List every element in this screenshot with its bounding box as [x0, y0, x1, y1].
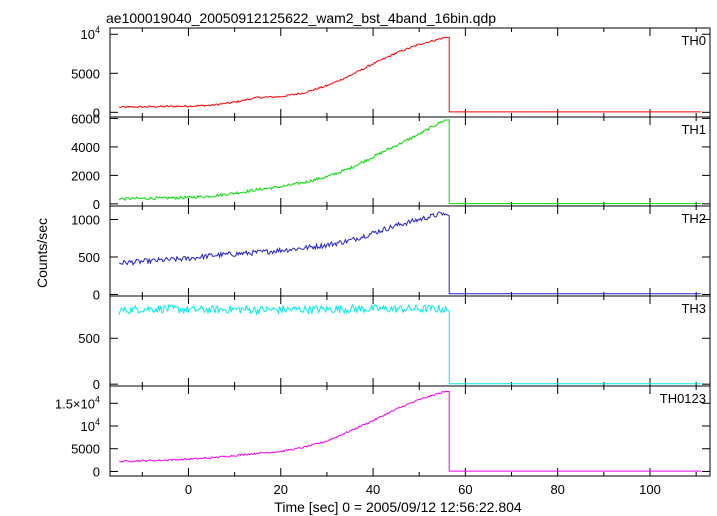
chart-title: ae100019040_20050912125622_wam2_bst_4ban…: [106, 10, 496, 26]
y-axis-label: Counts/sec: [34, 218, 50, 288]
series-line-th0123: [118, 390, 701, 472]
y-tick-label: 0: [93, 197, 100, 212]
y-tick-label: 0: [93, 464, 100, 479]
series-line-th2: [119, 211, 701, 295]
panel-label: TH0123: [660, 391, 706, 406]
y-tick-label: 1.5×104: [55, 394, 100, 411]
y-tick-label: 6000: [71, 111, 100, 126]
series-line-th1: [118, 119, 701, 205]
panel-label: TH1: [681, 122, 706, 137]
y-tick-label: 5000: [71, 66, 100, 81]
panel-th1: 0 2000 4000 6000 TH1: [71, 111, 711, 212]
y-tick-label: 4000: [71, 140, 100, 155]
panel-th0: 0 5000 104 TH0: [71, 25, 711, 120]
x-tick-label: 100: [639, 482, 661, 497]
y-tick-label: 0: [93, 105, 100, 120]
x-tick-label: 20: [274, 482, 288, 497]
series-line-th0: [118, 36, 701, 113]
panel-frame: [109, 385, 711, 477]
y-tick-label: 500: [78, 250, 100, 265]
x-tick-label: 80: [550, 482, 564, 497]
panel-label: TH0: [681, 33, 706, 48]
y-tick-label: 0: [93, 377, 100, 392]
series-line-th3: [118, 303, 701, 385]
x-tick-label: 60: [458, 482, 472, 497]
y-tick-label: 500: [78, 331, 100, 346]
panel-label: TH3: [681, 301, 706, 316]
y-tick-label: 1000: [71, 213, 100, 228]
y-tick-label: 0: [93, 288, 100, 303]
y-tick-label: 104: [81, 25, 100, 42]
y-tick-label: 5000: [71, 442, 100, 457]
x-tick-label: 40: [366, 482, 380, 497]
panel-th0123: 0 5000 104 1.5×104 TH0123: [55, 385, 711, 479]
panel-frame: [109, 205, 711, 297]
x-axis-label: Time [sec] 0 = 2005/09/12 12:56:22.804: [274, 499, 522, 515]
panel-frame: [109, 116, 711, 207]
panel-th3: 0 500 TH3: [78, 295, 711, 392]
panel-label: TH2: [681, 211, 706, 226]
panel-frame: [109, 27, 711, 118]
x-tick-label: 0: [185, 482, 192, 497]
panel-th2: 0 500 1000 TH2: [71, 205, 711, 303]
y-tick-label: 2000: [71, 168, 100, 183]
y-tick-label: 104: [81, 417, 100, 434]
